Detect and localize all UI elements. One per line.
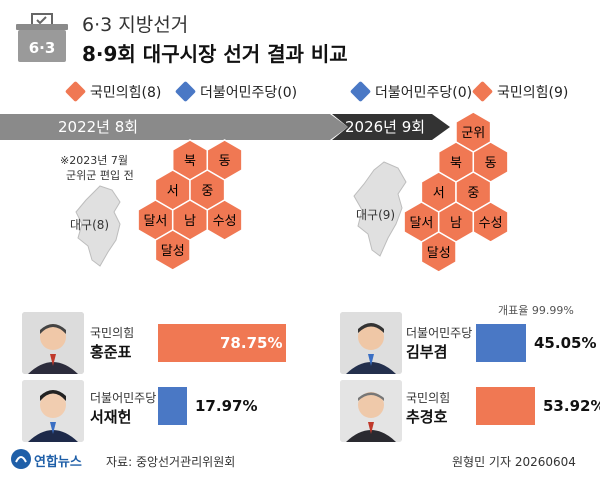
daegu-outline-left [75,185,121,267]
right-hex-label-0: 군위 [461,126,485,141]
candidate-photo-kim [340,312,402,374]
left-hex-4: 달서 [137,199,174,241]
legend-dem-swatch [174,80,197,103]
right-hex-label-3: 서 [433,186,445,201]
ballot-box-icon: 6·3 [16,13,68,62]
left-hex-label-5: 남 [184,214,196,229]
right-hex-label-2: 동 [485,156,497,171]
right-hex-8: 달성 [420,231,457,273]
right-hex-label-1: 북 [450,156,462,171]
right-hex-1: 북 [437,141,475,183]
bar-value-choo: 53.92% [543,397,600,415]
legend-dem-right: 더불어민주당(0) [375,85,473,101]
candidate-name-hong: 홍준표 [90,343,132,361]
right-hex-label-6: 남 [450,216,462,231]
left-hex-label-2: 서 [167,184,179,199]
yonhap-logo-icon [11,449,31,469]
party-hong: 국민의힘 [90,326,135,340]
daegu-outline-right [353,161,407,257]
bar-seo [158,387,187,425]
candidate-name-choo: 추경호 [406,408,448,426]
map-note-line2: 군위군 편입 전 [66,169,134,182]
left-hex-label-3: 중 [201,184,213,199]
page-title: 8·9회 대구시장 선거 결과 비교 [82,42,348,66]
source-text: 자료: 중앙선거관리위원회 [106,455,236,469]
right-hex-2: 동 [472,141,509,183]
left-hex-label-4: 달서 [143,214,167,229]
bar-kim [476,324,526,362]
yonhap-logo-text: 연합뉴스 [34,455,82,470]
legend-ppp-left: 국민의힘(8) [90,85,162,101]
credit-text: 원형민 기자 20260604 [452,455,576,469]
subtitle: 6·3 지방선거 [82,14,189,36]
election-label-2026: 2026년 9회 [345,118,426,136]
legend-dem-swatch-right [349,80,372,103]
left-hex-label-6: 수성 [213,214,237,229]
candidate-name-seo: 서재헌 [90,408,132,426]
right-hex-5: 달서 [403,201,440,243]
left-hex-label-1: 동 [219,154,231,169]
legend-ppp-swatch-right [471,80,494,103]
timeline-arrows [0,114,450,140]
party-kim: 더불어민주당 [406,326,473,340]
bar-value-seo: 17.97% [195,397,258,415]
arrow-2022 [0,114,348,140]
candidate-name-kim: 김부겸 [406,343,448,361]
left-hex-label-0: 북 [184,154,196,169]
candidate-photo-choo [340,380,402,442]
party-choo: 국민의힘 [406,391,451,405]
left-hex-6: 수성 [206,199,243,241]
party-seo: 더불어민주당 [90,391,157,405]
candidate-photo-hong [22,312,84,374]
bar-value-hong: 78.75% [220,334,283,352]
bar-choo [476,387,535,425]
legend-ppp-right: 국민의힘(9) [497,85,569,101]
bar-value-kim: 45.05% [534,334,597,352]
map-label-left: 대구(8) [70,218,110,232]
map-note-line1: ※2023년 7월 [60,154,128,167]
right-hex-7: 수성 [472,201,509,243]
bar-hong [158,324,286,362]
left-hex-label-7: 달성 [161,244,185,259]
legend-dem-left: 더불어민주당(0) [200,85,298,101]
legend-ppp-swatch [64,80,87,103]
map-label-right: 대구(9) [356,208,396,222]
arrow-2026 [332,114,450,140]
election-label-2022: 2022년 8회 [58,118,139,136]
right-hex-label-4: 중 [467,186,479,201]
ballot-icon-text: 6·3 [29,39,56,57]
turnout-label: 개표율 99.99% [498,304,574,317]
right-hex-label-8: 달성 [427,246,451,261]
candidate-photo-seo [22,380,84,442]
right-hex-label-5: 달서 [409,216,433,231]
left-hex-1: 동 [206,139,243,181]
left-hex-7: 달성 [154,229,191,271]
right-hex-label-7: 수성 [479,216,503,231]
